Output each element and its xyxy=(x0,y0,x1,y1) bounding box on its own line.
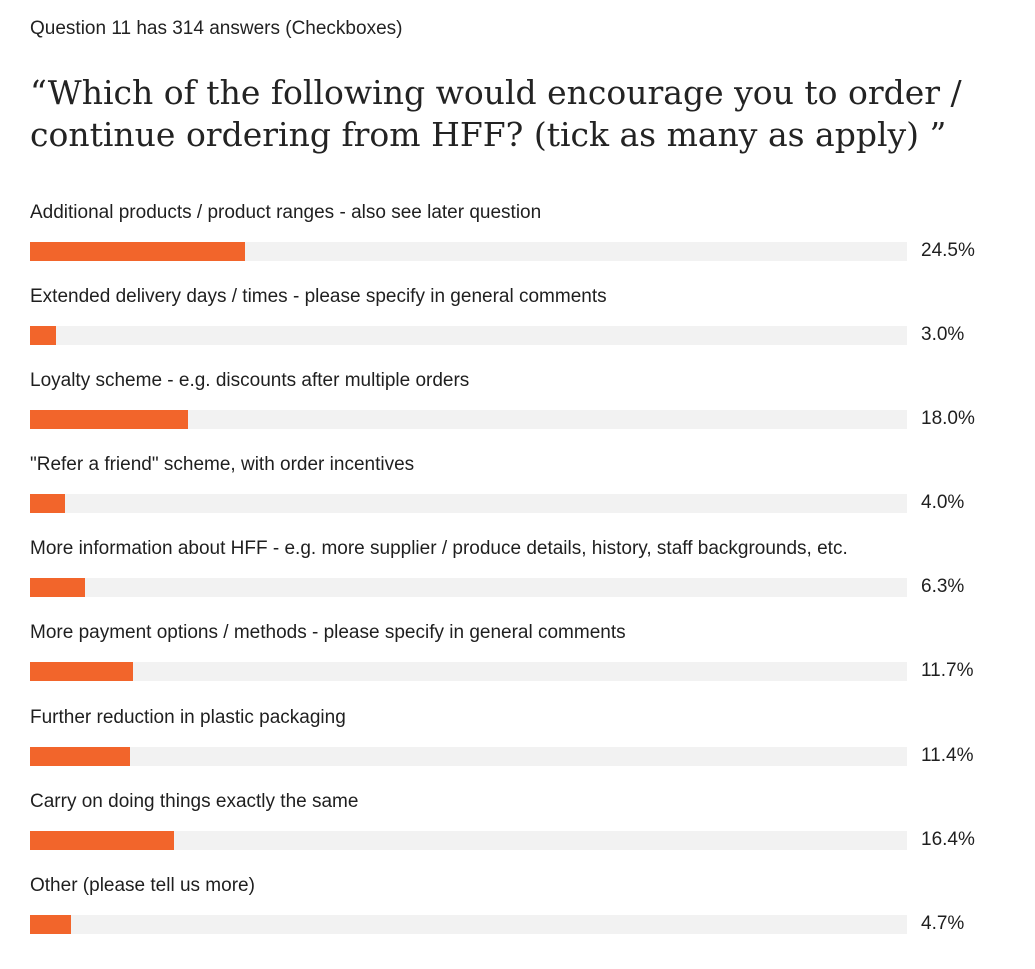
bar-fill xyxy=(30,578,86,598)
bar-fill xyxy=(30,410,188,430)
bar-track xyxy=(30,494,907,514)
bar-category-label: Carry on doing things exactly the same xyxy=(30,790,359,812)
bar-fill xyxy=(30,746,130,766)
bar-category-label: Extended delivery days / times - please … xyxy=(30,286,607,308)
bar-value-label: 24.5% xyxy=(921,240,975,261)
bar-value-label: 11.7% xyxy=(921,660,974,682)
bar-category-label: Other (please tell us more) xyxy=(30,874,255,896)
bar-value-label: 18.0% xyxy=(921,408,975,430)
bar-track xyxy=(30,410,907,430)
bar-track xyxy=(30,746,907,766)
bar-category-label: Additional products / product ranges - a… xyxy=(30,202,542,223)
bar-category-label: More information about HFF - e.g. more s… xyxy=(30,538,848,560)
bar-fill xyxy=(30,830,174,850)
bar-value-label: 16.4% xyxy=(921,828,975,850)
bar-fill xyxy=(30,662,133,682)
bar-track xyxy=(30,662,907,682)
chart-row: More information about HFF - e.g. more s… xyxy=(30,538,990,622)
bar-track xyxy=(30,578,907,598)
chart-row: Carry on doing things exactly the same 16… xyxy=(30,791,990,875)
chart-row: Further reduction in plastic packaging 11… xyxy=(30,707,990,791)
bar-fill xyxy=(30,494,66,514)
question-title: “Which of the following would encourage … xyxy=(30,73,962,154)
chart-row: More payment options / methods - please … xyxy=(30,622,990,706)
bar-fill xyxy=(30,326,57,346)
chart-row: Loyalty scheme - e.g. discounts after mu… xyxy=(30,370,990,454)
bar-track xyxy=(30,830,907,850)
chart-row: Extended delivery days / times - please … xyxy=(30,286,990,370)
bar-track xyxy=(30,242,907,261)
bar-value-label: 3.0% xyxy=(921,324,965,346)
bar-category-label: Loyalty scheme - e.g. discounts after mu… xyxy=(30,370,470,392)
question-meta: Question 11 has 314 answers (Checkboxes) xyxy=(30,18,403,39)
bar-track xyxy=(30,914,907,934)
chart-row: Additional products / product ranges - a… xyxy=(30,202,990,286)
bar-chart: Additional products / product ranges - a… xyxy=(30,202,990,959)
bar-value-label: 11.4% xyxy=(921,744,974,766)
bar-value-label: 4.7% xyxy=(921,912,965,934)
bar-category-label: More payment options / methods - please … xyxy=(30,622,626,644)
bar-category-label: "Refer a friend" scheme, with order ince… xyxy=(30,454,415,476)
bar-fill xyxy=(30,242,245,261)
chart-row: Other (please tell us more) 4.7% xyxy=(30,875,990,959)
bar-track xyxy=(30,326,907,346)
bar-category-label: Further reduction in plastic packaging xyxy=(30,706,346,728)
bar-value-label: 6.3% xyxy=(921,576,965,598)
bar-value-label: 4.0% xyxy=(921,492,965,514)
chart-row: "Refer a friend" scheme, with order ince… xyxy=(30,454,990,538)
bar-fill xyxy=(30,914,72,934)
